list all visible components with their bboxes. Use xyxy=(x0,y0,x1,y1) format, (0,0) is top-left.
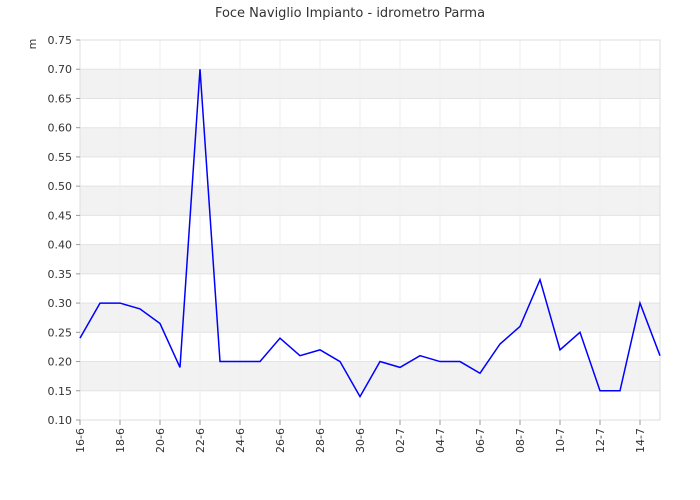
x-tick-label: 10-7 xyxy=(554,428,567,453)
chart-title: Foce Naviglio Impianto - idrometro Parma xyxy=(215,6,485,21)
series-line xyxy=(79,69,661,399)
y-tick-label: 0.50 xyxy=(48,180,73,193)
x-tick-label: 26-6 xyxy=(274,428,287,453)
grid-band xyxy=(80,69,660,99)
y-tick-label: 0.55 xyxy=(48,151,73,164)
y-axis-ticks: 0.10 0.15 0.20 0.25 0.30 0.35 0.40 0.45 0.50 0.55… xyxy=(48,34,80,427)
x-axis-ticks: 16-6 18-6 20-6 22-6 24-6 26-6 28-6 30-6 02-7 04-7… xyxy=(74,420,647,453)
x-tick-label: 12-7 xyxy=(594,428,607,453)
y-tick-label: 0.15 xyxy=(48,385,73,398)
x-tick-label: 04-7 xyxy=(434,428,447,453)
y-tick-label: 0.60 xyxy=(48,122,73,135)
x-tick-label: 28-6 xyxy=(314,428,327,453)
grid-band xyxy=(80,244,660,274)
y-tick-label: 0.70 xyxy=(48,63,73,76)
x-tick-label: 14-7 xyxy=(634,428,647,453)
y-tick-label: 0.40 xyxy=(48,239,73,252)
grid-bands xyxy=(80,69,660,391)
x-tick-label: 24-6 xyxy=(234,428,247,453)
y-tick-label: 0.10 xyxy=(48,414,73,427)
y-tick-label: 0.30 xyxy=(48,297,73,310)
grid-band xyxy=(80,186,660,216)
x-gridlines xyxy=(79,40,641,420)
y-tick-label: 0.45 xyxy=(48,209,73,222)
x-tick-label: 06-7 xyxy=(474,428,487,453)
y-tick-label: 0.20 xyxy=(48,356,73,369)
x-tick-label: 22-6 xyxy=(194,428,207,453)
y-tick-label: 0.35 xyxy=(48,268,73,281)
grid-band xyxy=(80,361,660,391)
plot-area xyxy=(79,39,661,421)
x-tick-label: 08-7 xyxy=(514,428,527,453)
x-tick-label: 20-6 xyxy=(154,428,167,453)
y-tick-label: 0.25 xyxy=(48,326,73,339)
y-tick-label: 0.65 xyxy=(48,92,73,105)
x-tick-label: 02-7 xyxy=(394,428,407,453)
x-tick-label: 18-6 xyxy=(114,428,127,453)
grid-band xyxy=(80,303,660,333)
x-tick-label: 16-6 xyxy=(74,428,87,453)
x-tick-label: 30-6 xyxy=(354,428,367,453)
y-tick-label: 0.75 xyxy=(48,34,73,47)
grid-band xyxy=(80,127,660,157)
y-axis-label: m xyxy=(26,39,39,50)
